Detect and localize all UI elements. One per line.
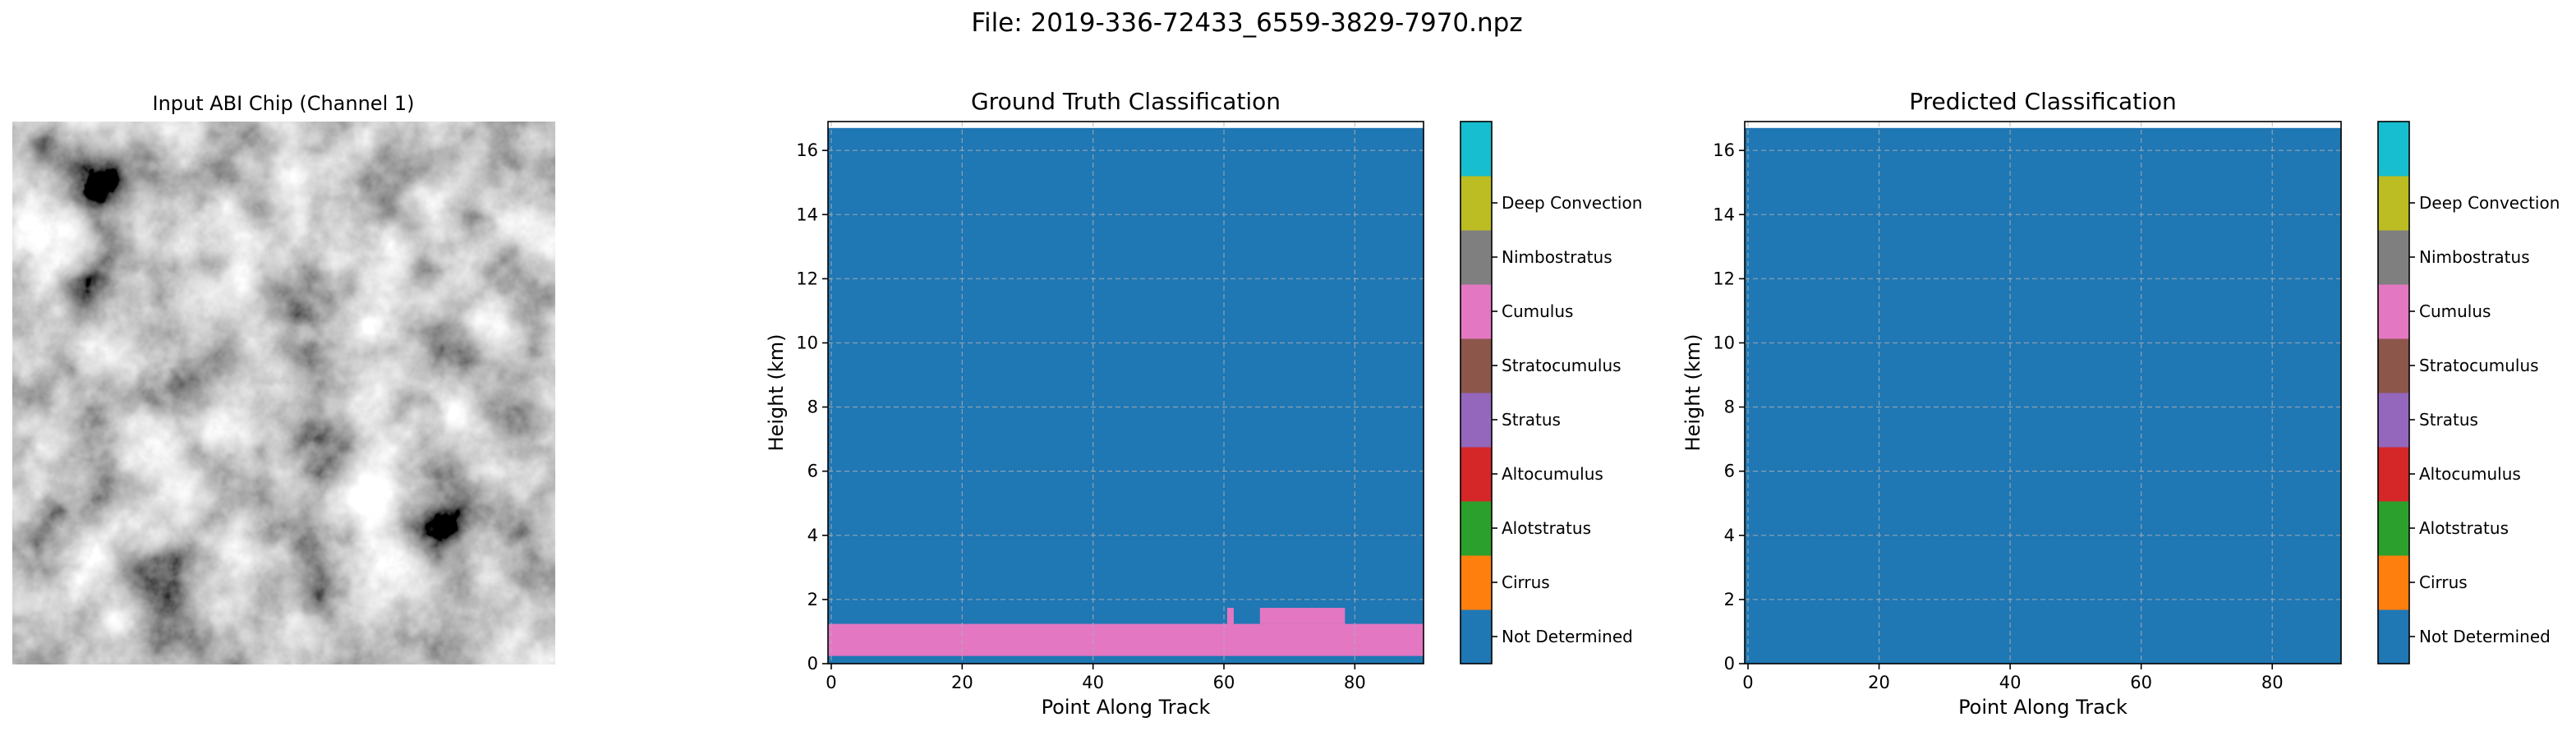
y-tick-label: 6 (807, 462, 818, 481)
colorbar-segment (2378, 338, 2409, 393)
colorbar-frame (1460, 121, 1493, 664)
x-tick-label: 80 (2261, 673, 2284, 692)
x-tick-label: 40 (1999, 673, 2022, 692)
abi-chip-image (12, 122, 555, 664)
colorbar-segment (2378, 122, 2409, 177)
colorbar-label: Stratocumulus (2419, 356, 2539, 375)
chart-title: Ground Truth Classification (971, 88, 1281, 115)
colorbar-segment (1460, 609, 1492, 664)
y-tick-label: 6 (1724, 462, 1735, 481)
y-tick-label: 10 (1713, 333, 1735, 352)
heatmap-region-2 (1259, 608, 1346, 624)
colorbar-label: Stratus (2419, 410, 2478, 430)
colorbar-label: Deep Convection (1502, 193, 1642, 213)
colorbar-frame (2377, 121, 2410, 664)
colorbar-label: Altocumulus (2419, 464, 2521, 484)
colorbar-label: Nimbostratus (1502, 247, 1612, 267)
colorbar-label: Not Determined (1502, 627, 1633, 646)
heatmap-region-0 (828, 623, 1424, 656)
colorbar-segment (1460, 176, 1492, 231)
input-image-panel: Input ABI Chip (Channel 1) (12, 92, 555, 664)
colorbar-segment (1460, 284, 1492, 339)
colorbar-segment (1460, 122, 1492, 177)
y-tick-label: 10 (796, 333, 818, 352)
colorbar-segment (2378, 447, 2409, 502)
colorbar-label: Not Determined (2419, 627, 2551, 646)
y-tick-label: 8 (1724, 398, 1735, 417)
y-tick-label: 8 (807, 398, 818, 417)
colorbar-segment (2378, 230, 2409, 285)
y-tick-label: 16 (1713, 140, 1735, 160)
y-tick-label: 4 (807, 526, 818, 545)
ground-truth-panel: Ground Truth Classification 0 20 40 60 80 0 2 4 6… (765, 88, 1642, 719)
colorbar-label: Cirrus (2419, 572, 2468, 592)
colorbar-segment (2378, 501, 2409, 556)
x-tick-label: 40 (1082, 673, 1104, 692)
colorbar-segment (2378, 609, 2409, 664)
colorbar-segment (1460, 447, 1492, 502)
figure-suptitle: File: 2019-336-72433_6559-3829-7970.npz (971, 8, 1522, 38)
colorbar-label: Cumulus (1502, 301, 1573, 321)
axes-frame (1744, 121, 2342, 664)
colorbar-segment (2378, 284, 2409, 339)
heatmap-region-1 (1226, 608, 1234, 624)
y-tick-label: 0 (1724, 654, 1735, 674)
x-tick-label: 20 (951, 673, 973, 692)
colorbar-segment (1460, 393, 1492, 448)
y-tick-label: 2 (807, 590, 818, 609)
colorbar-label: Alotstratus (2419, 518, 2509, 538)
x-tick-label: 60 (1213, 673, 1235, 692)
y-axis-label: Height (km) (1681, 334, 1704, 452)
colorbar-segment (2378, 393, 2409, 448)
x-tick-label: 60 (2130, 673, 2152, 692)
heatmap-background (828, 127, 1424, 664)
y-tick-label: 12 (1713, 269, 1735, 288)
colorbar-segment (1460, 501, 1492, 556)
y-tick-label: 14 (796, 205, 818, 224)
x-axis-label: Point Along Track (1042, 696, 1211, 719)
x-tick-label: 0 (826, 673, 836, 692)
x-tick-label: 20 (1868, 673, 1890, 692)
colorbar-label: Cirrus (1502, 572, 1550, 592)
x-tick-label: 0 (1742, 673, 1753, 692)
colorbar-segment (1460, 338, 1492, 393)
colorbar-label: Deep Convection (2419, 193, 2560, 213)
colorbar-label: Stratus (1502, 410, 1561, 430)
y-tick-label: 4 (1724, 526, 1735, 545)
y-tick-label: 16 (796, 140, 818, 160)
axes-frame (827, 121, 1424, 664)
colorbar-segment (2378, 176, 2409, 231)
colorbar-segment (2378, 555, 2409, 610)
x-axis-label: Point Along Track (1958, 696, 2128, 719)
colorbar-label: Cumulus (2419, 301, 2491, 321)
colorbar-label: Altocumulus (1502, 464, 1603, 484)
y-tick-label: 0 (807, 654, 818, 674)
x-tick-label: 80 (1344, 673, 1366, 692)
colorbar-segment (1460, 230, 1492, 285)
colorbar-label: Nimbostratus (2419, 247, 2530, 267)
y-tick-label: 2 (1724, 590, 1735, 609)
image-title: Input ABI Chip (Channel 1) (152, 92, 414, 115)
y-tick-label: 14 (1713, 205, 1735, 224)
colorbar-label: Alotstratus (1502, 518, 1591, 538)
colorbar-label: Stratocumulus (1502, 356, 1622, 375)
heatmap-background (1745, 127, 2341, 664)
y-tick-label: 12 (796, 269, 818, 288)
colorbar-segment (1460, 555, 1492, 610)
chart-title: Predicted Classification (1909, 88, 2177, 115)
predicted-panel: Predicted Classification 0 20 40 60 80 0 2 4 6 8 10… (1681, 88, 2560, 719)
y-axis-label: Height (km) (765, 334, 788, 452)
